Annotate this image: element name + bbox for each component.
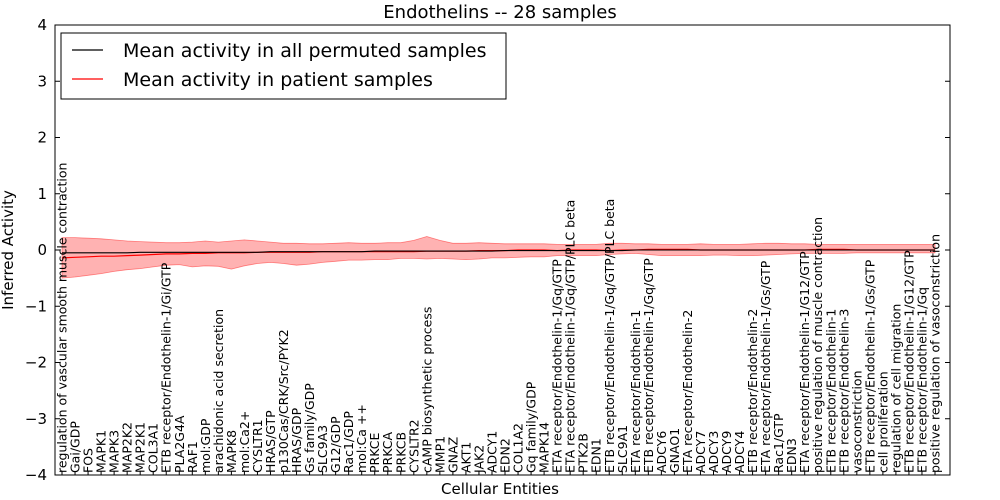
x-tick-label: cAMP biosynthetic process xyxy=(419,307,434,473)
x-tick-label: ADCY6 xyxy=(654,431,669,473)
x-tick-label: ETB receptor/Endothelin-1/Gq xyxy=(915,287,930,473)
x-tick-label: MAPK3 xyxy=(107,430,122,473)
x-tick-label: vasoconstriction xyxy=(849,370,864,473)
x-category-labels: regulation of vascular smooth muscle con… xyxy=(55,163,943,475)
legend-label-patient: Mean activity in patient samples xyxy=(123,69,433,91)
x-tick-label: Gs family/GDP xyxy=(302,383,317,473)
y-tick-label: 2 xyxy=(37,129,47,147)
x-tick-label: ETA receptor/Endothelin-2 xyxy=(680,310,695,473)
x-tick-label: ADCY9 xyxy=(719,431,734,473)
x-tick-label: COL1A2 xyxy=(511,423,526,473)
x-tick-label: PTK2B xyxy=(576,433,591,473)
x-tick-label: ETA receptor/Endothelin-1/Gq/GTP xyxy=(550,259,565,473)
x-tick-label: positive regulation of muscle contractio… xyxy=(810,217,825,473)
x-tick-label: regulation of vascular smooth muscle con… xyxy=(55,163,70,473)
x-tick-label: HRAS/GDP xyxy=(289,407,304,473)
x-tick-label: ETA receptor/Endothelin-1/G12/GTP xyxy=(797,251,812,473)
legend: Mean activity in all permuted samples Me… xyxy=(60,32,507,100)
band-layer xyxy=(61,236,936,279)
legend-box xyxy=(60,32,507,100)
y-tick-label: 1 xyxy=(37,185,47,203)
x-tick-label: mol:Ca ++ xyxy=(354,404,369,473)
y-tick-label: 0 xyxy=(37,241,47,259)
x-tick-label: ETA receptor/Endothelin-1/Gs/GTP xyxy=(758,260,773,473)
x-axis-label: Cellular Entities xyxy=(441,480,559,498)
y-tick-label: −3 xyxy=(25,410,47,428)
x-tick-label: MAPK1 xyxy=(94,430,109,473)
x-tick-label: CYSLTR2 xyxy=(406,419,421,473)
x-tick-label: positive regulation of vasoconstriction xyxy=(928,234,943,473)
x-tick-label: MMP1 xyxy=(432,436,447,473)
x-tick-label: arachidonic acid secretion xyxy=(211,309,226,473)
y-tick-label: −4 xyxy=(25,466,47,484)
series-line-permuted xyxy=(62,249,935,254)
x-tick-label: Rac1/GDP xyxy=(341,411,356,473)
y-tick-label: −2 xyxy=(25,354,47,372)
x-tick-label: RAF1 xyxy=(185,441,200,473)
x-tick-label: ETB receptor/Endothelin-1/Gq/GTP xyxy=(641,258,656,473)
x-tick-label: MAPK14 xyxy=(537,422,552,473)
x-tick-label: Gq family/GDP xyxy=(524,381,539,473)
x-tick-label: ETB receptor/Endothelin-1/Gs/GTP xyxy=(862,259,877,473)
x-tick-label: ETB receptor/Endothelin-3 xyxy=(836,309,851,473)
x-tick-label: GNAO1 xyxy=(667,428,682,473)
x-tick-label: Rac1/GTP xyxy=(771,413,786,473)
y-tick-label: 3 xyxy=(37,72,47,90)
x-tick-label: GNAZ xyxy=(445,437,460,473)
x-tick-label: HRAS/GTP xyxy=(263,410,278,473)
x-tick-label: cell proliferation xyxy=(875,371,890,473)
y-axis-label: Inferred Activity xyxy=(0,190,17,310)
x-tick-label: ADCY7 xyxy=(693,431,708,473)
x-tick-label: PRKCE xyxy=(367,433,382,473)
y-axis: −4 −3 −2 −1 0 1 2 3 4 xyxy=(25,16,950,484)
x-tick-label: EDN1 xyxy=(589,438,604,473)
x-tick-label: ETA receptor/Endothelin-1/Gq/GTP/PLC bet… xyxy=(563,200,578,473)
x-tick-label: ETB receptor/Endothelin-1/Gi/GTP xyxy=(159,262,174,473)
x-tick-label: ADCY4 xyxy=(732,431,747,473)
x-tick-label: mol:GDP xyxy=(198,418,213,473)
x-tick-label: mol:Ca2+ xyxy=(237,411,252,473)
x-tick-label: AKT1 xyxy=(458,442,473,473)
x-tick-label: G12/GDP xyxy=(328,416,343,473)
x-tick-label: PRKCA xyxy=(380,432,395,473)
x-tick-label: CYSLTR1 xyxy=(250,419,265,473)
line-layer xyxy=(61,248,935,259)
x-tick-label: PLA2G4A xyxy=(172,415,187,473)
x-tick-label: ETA receptor/Endothelin-1 xyxy=(628,310,643,473)
x-tick-label: Gai/GDP xyxy=(68,421,83,473)
x-tick-label: ETB receptor/Endothelin-1/G12/GTP xyxy=(901,250,916,473)
x-tick-label: SLC9A3 xyxy=(315,425,330,473)
x-tick-label: ADCY3 xyxy=(706,431,721,473)
x-tick-label: COL3A1 xyxy=(146,423,161,473)
x-tick-label: ETB receptor/Endothelin-2 xyxy=(745,309,760,473)
x-tick-label: MAP2K1 xyxy=(133,422,148,473)
legend-label-permuted: Mean activity in all permuted samples xyxy=(123,40,486,62)
x-tick-label: ETB receptor/Endothelin-1 xyxy=(823,309,838,473)
y-tick-label: 4 xyxy=(37,16,47,34)
x-tick-label: ADCY1 xyxy=(485,431,500,473)
x-tick-label: SLC9A1 xyxy=(615,425,630,473)
x-tick-label: p130Cas/CRK/Src/PYK2 xyxy=(276,329,291,473)
x-tick-label: PRKCB xyxy=(393,432,408,473)
patient-spread-band xyxy=(61,236,936,279)
x-tick-label: EDN3 xyxy=(784,438,799,473)
x-tick-label: MAP2K2 xyxy=(120,422,135,473)
x-tick-label: FOS xyxy=(81,448,96,473)
x-tick-label: JAK2 xyxy=(472,445,487,474)
x-tick-label: ETB receptor/Endothelin-1/Gq/GTP/PLC bet… xyxy=(602,199,617,473)
chart-title: Endothelins -- 28 samples xyxy=(383,2,616,23)
y-tick-label: −1 xyxy=(25,297,47,315)
x-tick-label: EDN2 xyxy=(498,438,513,473)
x-tick-label: MAPK8 xyxy=(224,430,239,473)
x-tick-label: regulation of cell migration xyxy=(888,304,903,473)
